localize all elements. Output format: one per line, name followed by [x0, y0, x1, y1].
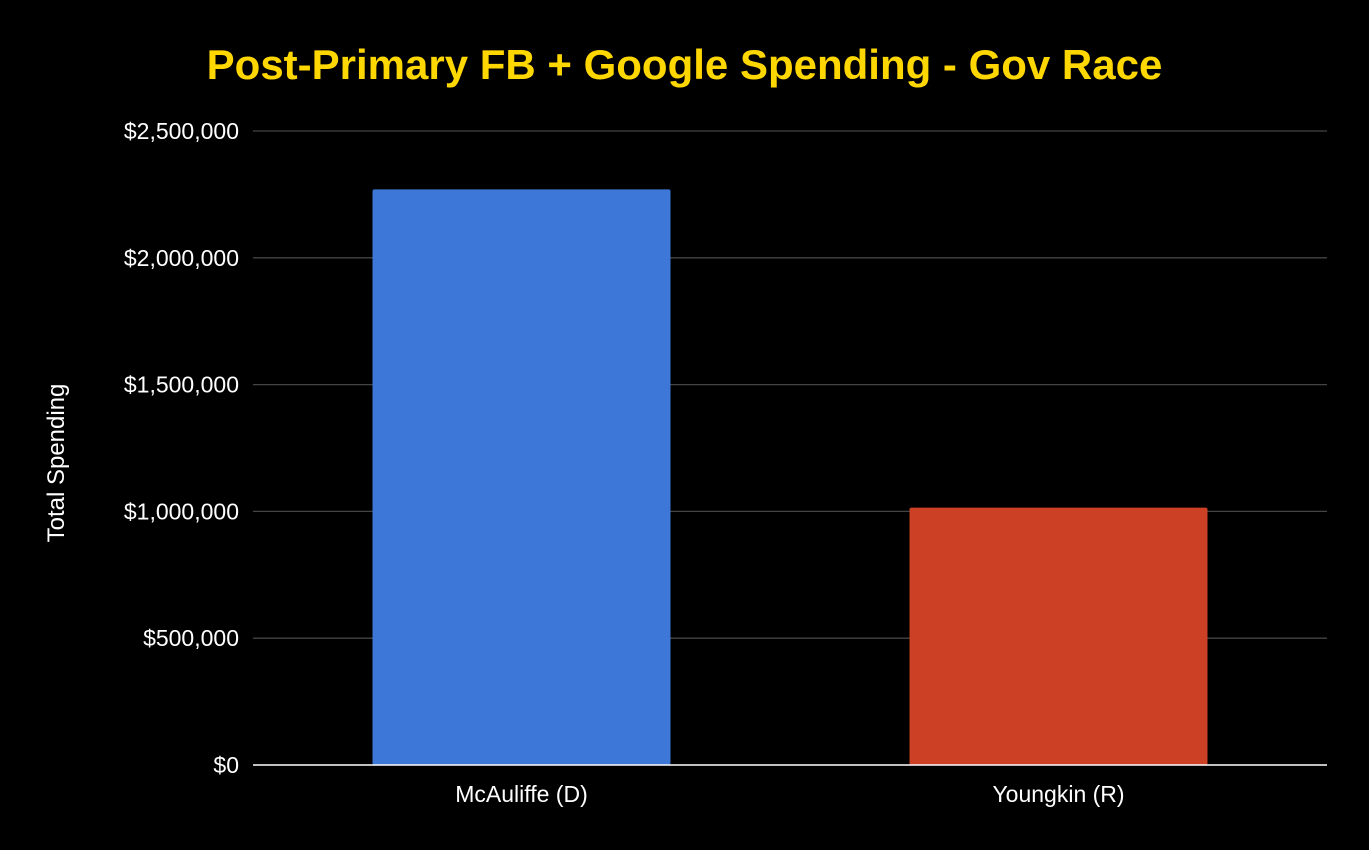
- y-tick-label: $2,000,000: [124, 245, 239, 271]
- bar-mcauliffe-d: [372, 189, 671, 765]
- y-axis-title: Total Spending: [43, 384, 70, 543]
- x-tick-label: McAuliffe (D): [455, 781, 588, 807]
- x-tick-label: Youngkin (R): [992, 781, 1124, 807]
- y-tick-label: $0: [213, 752, 239, 778]
- y-tick-label: $1,500,000: [124, 372, 239, 398]
- x-axis-ticks: McAuliffe (D) Youngkin (R): [455, 781, 1124, 807]
- y-tick-label: $2,500,000: [124, 118, 239, 144]
- bar-youngkin-r: [909, 507, 1208, 765]
- chart-title: Post-Primary FB + Google Spending - Gov …: [207, 41, 1163, 88]
- y-tick-label: $1,000,000: [124, 498, 239, 524]
- y-axis-ticks: $0 $500,000 $1,000,000 $1,500,000 $2,000,000…: [124, 118, 239, 778]
- bars: [372, 189, 1208, 765]
- y-tick-label: $500,000: [143, 625, 239, 651]
